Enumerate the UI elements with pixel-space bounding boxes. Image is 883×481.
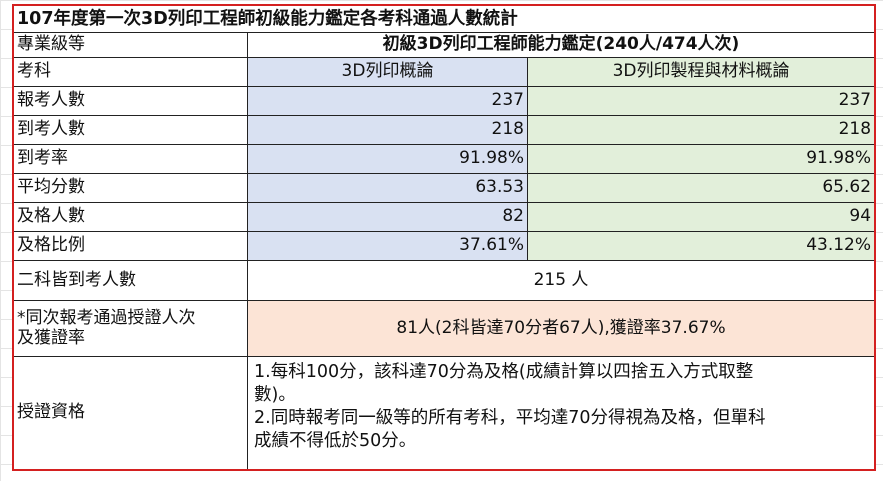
statistics-table: 107年度第一次3D列印工程師初級能力鑑定各考科通過人數統計 專業級等 初級3D… (11, 4, 877, 471)
subject-row: 考科 3D列印概論 3D列印製程與材料概論 (13, 57, 876, 87)
subject-2-value[interactable]: 218 (526, 115, 876, 145)
subject-1-value[interactable]: 63.53 (247, 173, 528, 203)
row-label[interactable]: 到考率 (13, 144, 248, 174)
requirements-label[interactable]: 授證資格 (13, 356, 248, 470)
row-label[interactable]: 及格人數 (13, 202, 248, 232)
subject-label[interactable]: 考科 (13, 57, 248, 87)
subject-2-value[interactable]: 91.98% (526, 144, 876, 174)
certification-row: *同次報考通過授證人次 及獲證率 81人(2科皆達70分者67人),獲證率37.… (13, 300, 876, 357)
subject-1-value[interactable]: 37.61% (247, 231, 528, 261)
certification-label-line-1: *同次報考通過授證人次 (17, 307, 196, 328)
subject-2-value[interactable]: 237 (526, 86, 876, 116)
subject-2-header[interactable]: 3D列印製程與材料概論 (526, 57, 876, 87)
level-row: 專業級等 初級3D列印工程師能力鑑定(240人/474人次) (13, 32, 876, 58)
certification-label-line-2: 及獲證率 (17, 327, 85, 348)
subject-2-value[interactable]: 43.12% (526, 231, 876, 261)
row-label[interactable]: 報考人數 (13, 86, 248, 116)
table-row: 及格比例 37.61% 43.12% (13, 231, 876, 261)
requirements-line-3: 2.同時報考同一級等的所有考科，平均達70分得視為及格，但單科 (254, 408, 766, 429)
row-label[interactable]: 平均分數 (13, 173, 248, 203)
requirements-row: 授證資格 1.每科100分，該科達70分為及格(成績計算以四捨五入方式取整 數)… (13, 356, 876, 470)
level-label[interactable]: 專業級等 (13, 32, 248, 58)
table-title[interactable]: 107年度第一次3D列印工程師初級能力鑑定各考科通過人數統計 (12, 5, 876, 33)
title-row: 107年度第一次3D列印工程師初級能力鑑定各考科通過人數統計 (12, 5, 876, 33)
certification-value[interactable]: 81人(2科皆達70分者67人),獲證率37.67% (246, 300, 876, 357)
subject-1-value[interactable]: 237 (247, 86, 528, 116)
requirements-text[interactable]: 1.每科100分，該科達70分為及格(成績計算以四捨五入方式取整 數)。 2.同… (246, 356, 876, 470)
table-row: 到考率 91.98% 91.98% (13, 144, 876, 174)
subject-1-value[interactable]: 91.98% (247, 144, 528, 174)
both-present-row: 二科皆到考人數 215 人 (13, 260, 876, 301)
subject-2-value[interactable]: 94 (526, 202, 876, 232)
row-label[interactable]: 到考人數 (13, 115, 248, 145)
both-present-value[interactable]: 215 人 (246, 260, 876, 301)
table-row: 及格人數 82 94 (13, 202, 876, 232)
row-label[interactable]: 及格比例 (13, 231, 248, 261)
table-row: 到考人數 218 218 (13, 115, 876, 145)
requirements-line-4: 成績不得低於50分。 (254, 431, 417, 452)
subject-1-header[interactable]: 3D列印概論 (247, 57, 528, 87)
level-value[interactable]: 初級3D列印工程師能力鑑定(240人/474人次) (246, 32, 876, 58)
subject-1-value[interactable]: 82 (247, 202, 528, 232)
certification-label[interactable]: *同次報考通過授證人次 及獲證率 (13, 300, 248, 357)
requirements-line-1: 1.每科100分，該科達70分為及格(成績計算以四捨五入方式取整 (254, 362, 754, 382)
table-row: 報考人數 237 237 (13, 86, 876, 116)
table-row: 平均分數 63.53 65.62 (13, 173, 876, 203)
requirements-line-2: 數)。 (254, 385, 296, 406)
subject-2-value[interactable]: 65.62 (526, 173, 876, 203)
subject-1-value[interactable]: 218 (247, 115, 528, 145)
both-present-label[interactable]: 二科皆到考人數 (13, 260, 248, 301)
